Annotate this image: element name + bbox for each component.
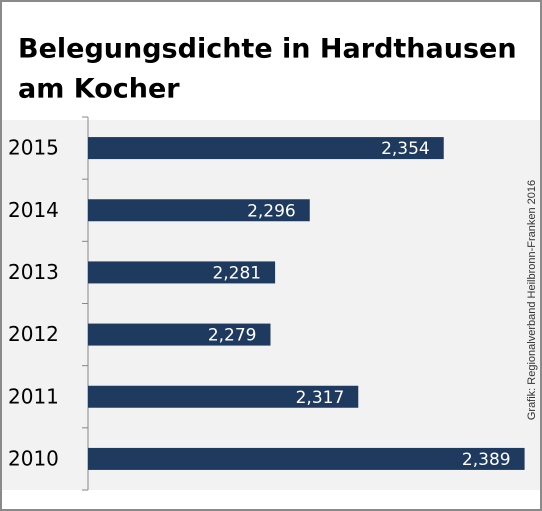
bar xyxy=(88,323,271,346)
value-label: 2,296 xyxy=(247,201,296,221)
value-label: 2,317 xyxy=(296,388,345,408)
y-tick-label: 2013 xyxy=(8,260,59,284)
plot-background xyxy=(2,120,540,490)
chart-title: Belegungsdichte in Hardthausen xyxy=(18,34,517,65)
y-tick-label: 2011 xyxy=(8,384,59,408)
value-label: 2,281 xyxy=(212,263,261,283)
y-tick-label: 2015 xyxy=(8,136,59,160)
y-tick-label: 2012 xyxy=(8,322,59,346)
value-label: 2,389 xyxy=(462,450,511,470)
bar xyxy=(88,199,310,222)
bar xyxy=(88,447,525,470)
y-tick-label: 2014 xyxy=(8,198,59,222)
value-label: 2,279 xyxy=(208,326,257,346)
chart-title: am Kocher xyxy=(18,74,180,105)
credit: Grafik: Regionalverband Heilbronn-Franke… xyxy=(526,180,538,420)
bar xyxy=(88,385,359,408)
value-label: 2,354 xyxy=(381,139,430,159)
y-tick-label: 2010 xyxy=(8,446,59,470)
bar xyxy=(88,137,444,160)
bar xyxy=(88,261,276,284)
